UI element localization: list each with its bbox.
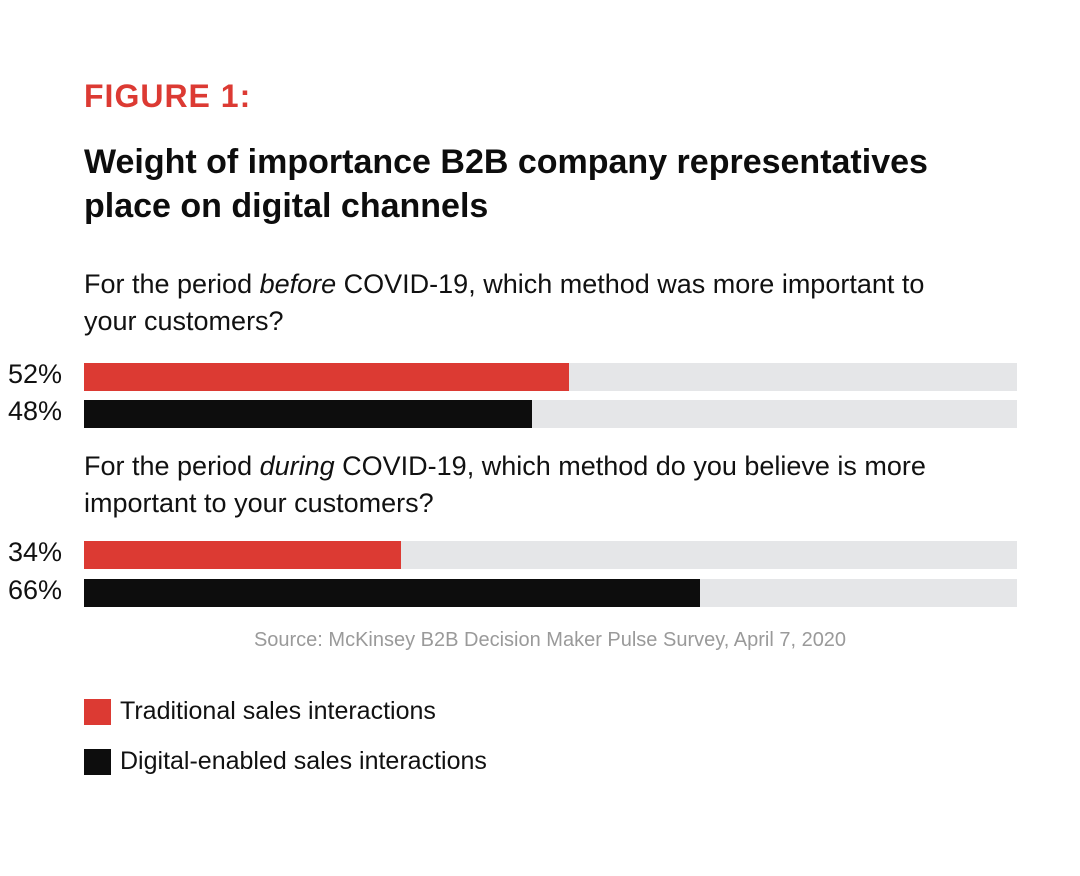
question-text: before [259,269,337,299]
legend-swatch [84,699,111,725]
figure-label: FIGURE 1: [84,78,252,114]
bar-track [84,400,1017,428]
legend-swatch [84,749,111,775]
question-text: For the period [84,451,260,481]
data-label: 48% [8,396,63,426]
data-label: 34% [8,537,63,567]
legend-label: Traditional sales interactions [120,697,436,725]
bar-traditional [84,363,570,391]
question-text: COVID-19, which method was more importan… [84,269,925,336]
bar-digital [84,400,532,428]
bar-track [84,579,1017,607]
question-2: For the period during COVID-19, which me… [84,448,984,522]
question-text: COVID-19, which method do you believe is… [84,451,926,518]
legend-label: Digital-enabled sales interactions [120,747,487,775]
bar-traditional [84,541,402,569]
bar-digital [84,579,700,607]
data-label: 66% [8,575,63,605]
chart-title: Weight of importance B2B company represe… [84,143,928,225]
data-label: 52% [8,359,63,389]
question-text: during [259,451,335,481]
bar-track [84,541,1017,569]
source-note: Source: McKinsey B2B Decision Maker Puls… [253,629,847,651]
question-1: For the period before COVID-19, which me… [84,266,984,340]
question-text: For the period [84,269,260,299]
bar-track [84,363,1017,391]
